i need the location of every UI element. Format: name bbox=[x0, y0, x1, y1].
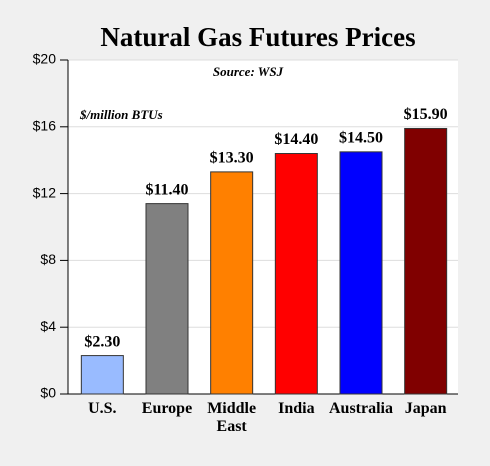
x-tick-label: Australia bbox=[328, 400, 393, 417]
value-label: $11.40 bbox=[145, 181, 188, 198]
bar bbox=[145, 203, 189, 395]
y-tick-label: $20 bbox=[33, 51, 57, 67]
x-tick-label-box: Japan bbox=[404, 400, 447, 417]
bar bbox=[274, 153, 318, 395]
bar bbox=[210, 171, 254, 395]
x-tick-label: India bbox=[278, 400, 315, 417]
value-label: $15.90 bbox=[404, 106, 448, 123]
y-tick-label: $8 bbox=[40, 251, 56, 267]
x-tick-label-box: Europe bbox=[141, 400, 193, 417]
chart-title: Natural Gas Futures Prices bbox=[100, 22, 415, 52]
y-tick-label: $0 bbox=[40, 385, 56, 401]
y-tick-label: $4 bbox=[40, 318, 56, 334]
value-label: $13.30 bbox=[210, 150, 254, 167]
annotation: $/million BTUs bbox=[79, 107, 163, 122]
bar bbox=[339, 151, 383, 395]
x-tick-label-box: Australia bbox=[328, 400, 393, 417]
x-tick-label: Middle East bbox=[207, 400, 257, 435]
bar bbox=[404, 127, 448, 395]
x-tick-label: U.S. bbox=[88, 400, 117, 417]
y-tick-label: $12 bbox=[33, 184, 57, 200]
value-label: $2.30 bbox=[84, 333, 120, 350]
x-tick-label: Japan bbox=[404, 400, 447, 417]
plot-area bbox=[68, 60, 458, 394]
value-label: $14.40 bbox=[274, 131, 318, 148]
bar bbox=[80, 355, 124, 395]
x-tick-label-box: Middle East bbox=[207, 400, 257, 435]
x-tick-label-box: U.S. bbox=[88, 400, 117, 417]
y-tick-label: $16 bbox=[33, 118, 57, 134]
x-tick-label: Europe bbox=[141, 400, 193, 417]
value-label: $14.50 bbox=[339, 130, 383, 147]
x-tick-label-box: India bbox=[278, 400, 315, 417]
subtitle: Source: WSJ bbox=[213, 64, 284, 79]
